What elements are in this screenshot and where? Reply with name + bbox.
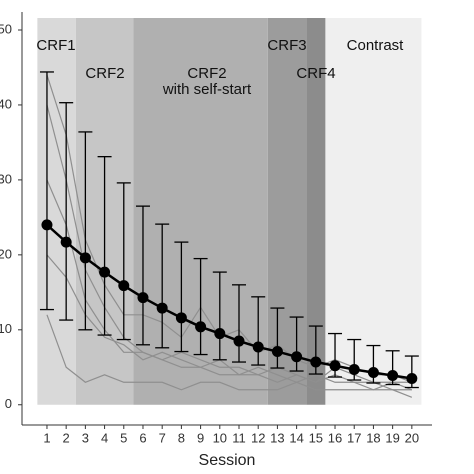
y-tick-label: 10 — [0, 321, 12, 336]
x-tick-label: 8 — [178, 430, 185, 445]
mean-point — [387, 370, 399, 382]
phase-label: CRF2 — [187, 65, 226, 82]
x-tick-label: 12 — [251, 430, 265, 445]
mean-point — [214, 328, 226, 340]
mean-point — [291, 351, 303, 363]
x-tick-label: 18 — [366, 430, 380, 445]
mean-point — [156, 302, 168, 314]
mean-point — [118, 280, 130, 292]
mean-point — [406, 373, 418, 385]
mean-point — [60, 236, 72, 248]
mean-point — [367, 367, 379, 379]
x-tick-label: 20 — [405, 430, 419, 445]
phase-region — [267, 18, 307, 405]
x-tick-label: 15 — [309, 430, 323, 445]
x-tick-label: 16 — [328, 430, 342, 445]
y-tick-label: 20 — [0, 246, 12, 261]
x-tick-label: 5 — [120, 430, 127, 445]
x-tick-label: 3 — [82, 430, 89, 445]
x-tick-label: 10 — [213, 430, 227, 445]
y-tick-label: 40 — [0, 96, 12, 111]
x-tick-label: 6 — [139, 430, 146, 445]
x-tick-label: 11 — [232, 430, 246, 445]
x-axis-title: Session — [199, 452, 256, 469]
phase-label: CRF4 — [296, 65, 335, 82]
mean-point — [252, 341, 264, 353]
x-tick-label: 1 — [43, 430, 50, 445]
mean-point — [329, 360, 341, 372]
x-tick-label: 14 — [289, 430, 303, 445]
mean-point — [79, 252, 91, 264]
phase-label: CRF1 — [36, 37, 75, 54]
mean-point — [137, 292, 149, 304]
individual-line — [46, 254, 413, 391]
x-tick-label: 4 — [101, 430, 108, 445]
mean-point — [195, 321, 207, 333]
x-tick-label: 2 — [63, 430, 70, 445]
x-tick-label: 13 — [270, 430, 284, 445]
phase-region — [325, 18, 422, 405]
mean-point — [99, 266, 111, 278]
phase-region — [306, 18, 326, 405]
x-tick-label: 9 — [197, 430, 204, 445]
y-tick-label: 50 — [0, 21, 12, 36]
individual-line — [46, 179, 412, 391]
y-tick-label: 30 — [0, 171, 12, 186]
x-tick-label: 17 — [347, 430, 361, 445]
phase-label: CRF2 — [85, 65, 124, 82]
mean-point — [175, 312, 187, 324]
mean-point — [348, 364, 360, 376]
mean-point — [233, 335, 245, 347]
phase-region — [37, 18, 76, 405]
mean-point — [271, 346, 283, 358]
individual-line — [46, 314, 413, 398]
phase-label: with self-start — [162, 81, 252, 98]
mean-point — [310, 356, 322, 368]
y-tick-label: 0 — [5, 396, 12, 411]
mean-point — [41, 219, 53, 231]
x-tick-label: 19 — [385, 430, 399, 445]
x-tick-label: 7 — [159, 430, 166, 445]
phase-label: Contrast — [347, 37, 405, 54]
phase-label: CRF3 — [267, 37, 306, 54]
